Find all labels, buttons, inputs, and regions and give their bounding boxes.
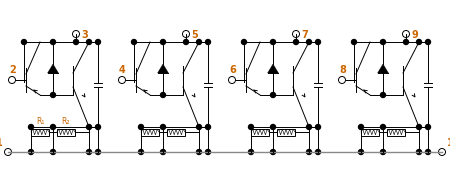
Text: 5: 5 bbox=[191, 30, 198, 40]
Circle shape bbox=[315, 149, 320, 155]
Circle shape bbox=[161, 149, 166, 155]
Circle shape bbox=[292, 30, 300, 37]
Circle shape bbox=[229, 76, 235, 83]
Text: 3: 3 bbox=[81, 30, 88, 40]
Circle shape bbox=[161, 93, 166, 97]
Bar bbox=[57, 128, 75, 135]
Text: R₁: R₁ bbox=[36, 117, 44, 127]
Circle shape bbox=[306, 124, 311, 129]
Circle shape bbox=[28, 149, 33, 155]
Circle shape bbox=[438, 148, 446, 155]
Circle shape bbox=[86, 40, 91, 44]
Circle shape bbox=[86, 124, 91, 129]
Bar bbox=[251, 128, 269, 135]
Circle shape bbox=[184, 40, 189, 44]
Bar bbox=[387, 128, 405, 135]
Circle shape bbox=[402, 30, 410, 37]
Polygon shape bbox=[268, 64, 279, 73]
Circle shape bbox=[197, 124, 202, 129]
Circle shape bbox=[270, 149, 275, 155]
Circle shape bbox=[270, 124, 275, 129]
Circle shape bbox=[248, 124, 253, 129]
Circle shape bbox=[306, 40, 311, 44]
Circle shape bbox=[131, 40, 136, 44]
Circle shape bbox=[381, 40, 386, 44]
Text: 1: 1 bbox=[0, 138, 3, 148]
Circle shape bbox=[338, 76, 346, 83]
Circle shape bbox=[22, 40, 27, 44]
Circle shape bbox=[248, 149, 253, 155]
Text: 8: 8 bbox=[339, 65, 346, 75]
Circle shape bbox=[306, 149, 311, 155]
Bar bbox=[361, 128, 379, 135]
Circle shape bbox=[417, 149, 422, 155]
Circle shape bbox=[161, 40, 166, 44]
Circle shape bbox=[73, 40, 78, 44]
Polygon shape bbox=[378, 64, 388, 73]
Circle shape bbox=[426, 40, 431, 44]
Circle shape bbox=[242, 40, 247, 44]
Bar bbox=[31, 128, 49, 135]
Circle shape bbox=[161, 124, 166, 129]
Circle shape bbox=[381, 124, 386, 129]
Circle shape bbox=[72, 30, 80, 37]
Text: 10: 10 bbox=[447, 138, 450, 148]
Circle shape bbox=[359, 124, 364, 129]
Text: 7: 7 bbox=[301, 30, 308, 40]
Circle shape bbox=[270, 93, 275, 97]
Circle shape bbox=[95, 124, 100, 129]
Circle shape bbox=[417, 124, 422, 129]
Circle shape bbox=[315, 124, 320, 129]
Circle shape bbox=[270, 40, 275, 44]
Text: 2: 2 bbox=[9, 65, 16, 75]
Polygon shape bbox=[158, 64, 168, 73]
Circle shape bbox=[197, 149, 202, 155]
Circle shape bbox=[206, 40, 211, 44]
Circle shape bbox=[118, 76, 126, 83]
Circle shape bbox=[139, 149, 144, 155]
Circle shape bbox=[426, 124, 431, 129]
Circle shape bbox=[4, 148, 12, 155]
Circle shape bbox=[183, 30, 189, 37]
Text: 6: 6 bbox=[229, 65, 236, 75]
Circle shape bbox=[351, 40, 356, 44]
Circle shape bbox=[86, 149, 91, 155]
Circle shape bbox=[206, 149, 211, 155]
Circle shape bbox=[197, 40, 202, 44]
Circle shape bbox=[95, 40, 100, 44]
Circle shape bbox=[404, 40, 409, 44]
Bar bbox=[141, 128, 159, 135]
Bar bbox=[277, 128, 295, 135]
Circle shape bbox=[50, 124, 55, 129]
Circle shape bbox=[381, 149, 386, 155]
Circle shape bbox=[293, 40, 298, 44]
Text: 9: 9 bbox=[411, 30, 418, 40]
Circle shape bbox=[206, 124, 211, 129]
Circle shape bbox=[50, 93, 55, 97]
Circle shape bbox=[139, 124, 144, 129]
Circle shape bbox=[50, 40, 55, 44]
Circle shape bbox=[381, 93, 386, 97]
Text: 4: 4 bbox=[119, 65, 126, 75]
Circle shape bbox=[315, 40, 320, 44]
Bar bbox=[167, 128, 185, 135]
Circle shape bbox=[9, 76, 15, 83]
Circle shape bbox=[359, 149, 364, 155]
Circle shape bbox=[426, 149, 431, 155]
Circle shape bbox=[50, 149, 55, 155]
Circle shape bbox=[28, 124, 33, 129]
Text: R₂: R₂ bbox=[62, 117, 70, 127]
Polygon shape bbox=[48, 64, 58, 73]
Circle shape bbox=[417, 40, 422, 44]
Circle shape bbox=[95, 149, 100, 155]
